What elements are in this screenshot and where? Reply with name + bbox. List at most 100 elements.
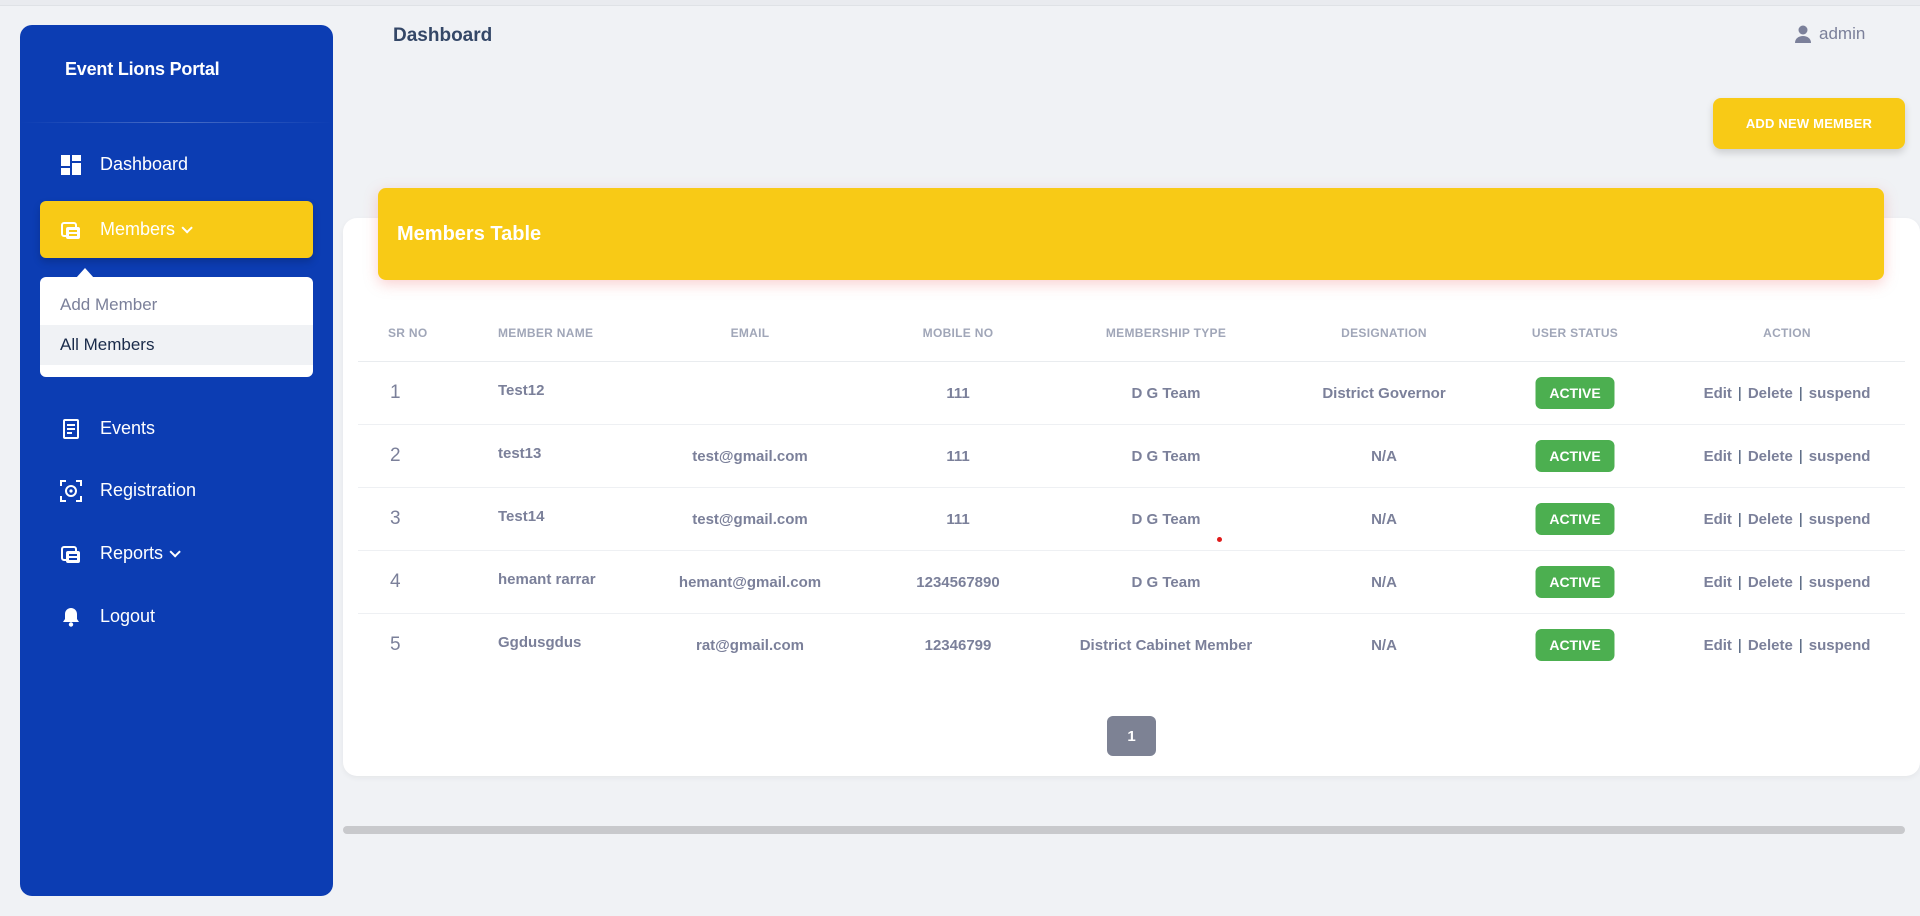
designation-cell: N/A <box>1371 511 1397 528</box>
membership-type-cell: D G Team <box>1131 511 1201 528</box>
table-row: 4 hemant rarrar hemant@gmail.com 1234567890… <box>358 551 1905 614</box>
sidebar-item-label: Members <box>100 219 176 239</box>
suspend-link[interactable]: suspend <box>1808 637 1871 654</box>
sr-no-cell: 1 <box>390 382 401 403</box>
sidebar-item-reports[interactable]: Reports <box>40 525 313 582</box>
suspend-link[interactable]: suspend <box>1808 448 1871 465</box>
sidebar: Event Lions Portal Dashboard Members Add… <box>20 25 333 896</box>
member-name-cell: test13 <box>498 445 542 462</box>
cursor-dot <box>1217 537 1222 542</box>
user-icon <box>1795 25 1811 43</box>
table-header: SR NO MEMBER NAME EMAIL MOBILE NO MEMBER… <box>358 310 1905 362</box>
edit-link[interactable]: Edit <box>1703 448 1732 465</box>
submenu-item-all-members[interactable]: All Members <box>40 325 313 365</box>
edit-link[interactable]: Edit <box>1703 511 1732 528</box>
mobile-cell: 111 <box>946 385 970 402</box>
sidebar-item-label: Dashboard <box>100 154 189 174</box>
chevron-down-icon <box>181 221 193 234</box>
status-badge: ACTIVE <box>1535 566 1615 598</box>
suspend-link[interactable]: suspend <box>1808 574 1871 591</box>
membership-type-cell: District Cabinet Member <box>1079 637 1253 654</box>
row-actions: Edit | Delete | suspend <box>1704 637 1871 654</box>
delete-link[interactable]: Delete <box>1747 385 1793 402</box>
column-header: EMAIL <box>730 326 770 340</box>
member-name-cell: Test12 <box>498 382 545 399</box>
email-cell: test@gmail.com <box>692 448 808 465</box>
separator: | <box>1798 637 1803 654</box>
sidebar-item-registration[interactable]: Registration <box>40 462 313 519</box>
events-icon <box>60 418 82 440</box>
sidebar-item-logout[interactable]: Logout <box>40 588 313 645</box>
row-actions: Edit | Delete | suspend <box>1704 574 1871 591</box>
separator: | <box>1737 511 1742 528</box>
delete-link[interactable]: Delete <box>1747 574 1793 591</box>
user-name: admin <box>1819 24 1866 43</box>
membership-type-cell: D G Team <box>1131 448 1201 465</box>
add-new-member-button[interactable]: ADD NEW MEMBER <box>1713 98 1905 149</box>
table-row: 5 Ggdusgdus rat@gmail.com 12346799 District … <box>358 614 1905 677</box>
mobile-cell: 12346799 <box>924 637 992 654</box>
sidebar-item-label: Registration <box>100 480 197 500</box>
brand-title: Event Lions Portal <box>65 59 220 79</box>
column-header: USER STATUS <box>1531 326 1619 340</box>
brand-divider <box>20 122 333 123</box>
delete-link[interactable]: Delete <box>1747 637 1793 654</box>
edit-link[interactable]: Edit <box>1703 574 1732 591</box>
column-header: SR NO <box>388 326 428 340</box>
sr-no-cell: 2 <box>390 445 401 466</box>
sr-no-cell: 4 <box>390 571 401 592</box>
suspend-link[interactable]: suspend <box>1808 511 1871 528</box>
designation-cell: District Governor <box>1322 385 1446 402</box>
row-actions: Edit | Delete | suspend <box>1704 385 1871 402</box>
pagination-page-1[interactable]: 1 <box>1107 716 1156 756</box>
user-menu[interactable]: admin <box>1795 24 1865 44</box>
column-header: MOBILE NO <box>922 326 994 340</box>
members-icon <box>60 219 82 241</box>
submenu-item-add-member[interactable]: Add Member <box>60 295 158 314</box>
member-name-cell: hemant rarrar <box>498 571 596 588</box>
column-header: MEMBER NAME <box>498 326 594 340</box>
designation-cell: N/A <box>1371 448 1397 465</box>
sidebar-item-label: Reports <box>100 543 164 563</box>
status-badge: ACTIVE <box>1535 503 1615 535</box>
horizontal-scrollbar[interactable] <box>343 826 1905 834</box>
card-header: Members Table <box>378 188 1884 280</box>
edit-link[interactable]: Edit <box>1703 385 1732 402</box>
delete-link[interactable]: Delete <box>1747 511 1793 528</box>
status-badge: ACTIVE <box>1535 440 1615 472</box>
member-name-cell: Ggdusgdus <box>498 634 582 651</box>
registration-icon <box>60 479 82 502</box>
status-badge: ACTIVE <box>1535 377 1615 409</box>
mobile-cell: 1234567890 <box>916 574 1000 591</box>
row-actions: Edit | Delete | suspend <box>1704 511 1871 528</box>
separator: | <box>1798 448 1803 465</box>
card-title: Members Table <box>397 222 542 245</box>
sidebar-item-dashboard[interactable]: Dashboard <box>40 136 313 193</box>
delete-link[interactable]: Delete <box>1747 448 1793 465</box>
email-cell: test@gmail.com <box>692 511 808 528</box>
table-row: 1 Test12 111 D G Team District Governor ACTIV… <box>358 362 1905 425</box>
sidebar-item-members[interactable]: Members <box>40 201 313 258</box>
separator: | <box>1798 511 1803 528</box>
designation-cell: N/A <box>1371 637 1397 654</box>
designation-cell: N/A <box>1371 574 1397 591</box>
mobile-cell: 111 <box>946 448 970 465</box>
separator: | <box>1798 574 1803 591</box>
status-badge: ACTIVE <box>1535 629 1615 661</box>
table-row: 2 test13 test@gmail.com 111 D G Team N/A ACTIV… <box>358 425 1905 488</box>
row-actions: Edit | Delete | suspend <box>1704 448 1871 465</box>
column-header: MEMBERSHIP TYPE <box>1105 326 1227 340</box>
table-row: 3 Test14 test@gmail.com 111 D G Team N/A ACTIV… <box>358 488 1905 551</box>
members-table: SR NO MEMBER NAME EMAIL MOBILE NO MEMBER… <box>358 310 1905 677</box>
separator: | <box>1737 385 1742 402</box>
sidebar-item-events[interactable]: Events <box>40 400 313 457</box>
membership-type-cell: D G Team <box>1131 385 1201 402</box>
edit-link[interactable]: Edit <box>1703 637 1732 654</box>
suspend-link[interactable]: suspend <box>1808 385 1871 402</box>
sr-no-cell: 5 <box>390 634 401 655</box>
separator: | <box>1798 385 1803 402</box>
separator: | <box>1737 574 1742 591</box>
column-header: ACTION <box>1763 326 1811 340</box>
sidebar-item-label: Logout <box>100 606 156 626</box>
column-header: DESIGNATION <box>1341 326 1427 340</box>
